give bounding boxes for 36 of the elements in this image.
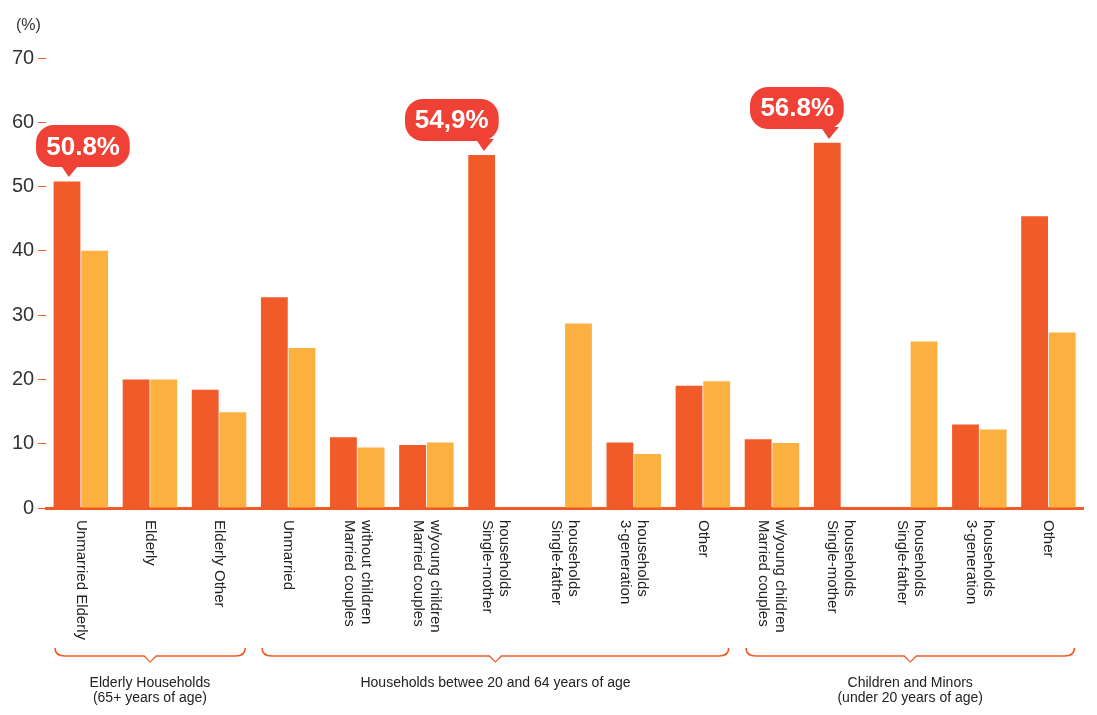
x-tick-label: Unmarried Elderly [73,520,91,641]
y-tick-label: 60 [12,109,35,132]
y-axis-title: (%) [16,16,41,34]
bar [288,347,316,508]
x-tick-label: Other [695,520,713,558]
bar [426,442,454,508]
data-label: 56.8% [760,92,835,123]
bar [1048,332,1076,508]
y-tick-label: 0 [23,495,35,518]
bar [772,443,800,508]
y-tick-label: 50 [12,174,35,197]
bar [634,454,661,508]
y-tick-label: 20 [12,366,35,389]
x-tick-label: Married couples without children [341,519,376,627]
data-label: 54,9% [414,104,489,135]
y-tick-label: 30 [12,302,35,325]
x-tick-label: Unmarried [281,520,299,591]
y-tick-label: 70 [12,45,35,68]
bar [979,429,1007,508]
text: Children and Minors (under 20 years of age) [837,673,983,705]
bar [565,323,592,508]
text: Elderly Households (65+ years of age) [89,673,211,705]
y-tick-label: 10 [12,431,35,454]
x-tick-label: Elderly Other [211,520,229,608]
x-tick-label: Married couples w/young children [756,519,791,633]
bar [81,250,109,508]
data-label: 50.8% [46,130,120,161]
bar [703,381,731,508]
text: Households betwee 20 and 64 years of age [360,673,631,690]
x-tick-label: Other [1041,520,1059,558]
bar [219,412,247,508]
bar [357,447,385,508]
y-tick-label: 40 [12,238,35,261]
x-tick-label: Elderly [142,520,160,567]
bar [910,341,938,508]
bar [150,379,178,508]
